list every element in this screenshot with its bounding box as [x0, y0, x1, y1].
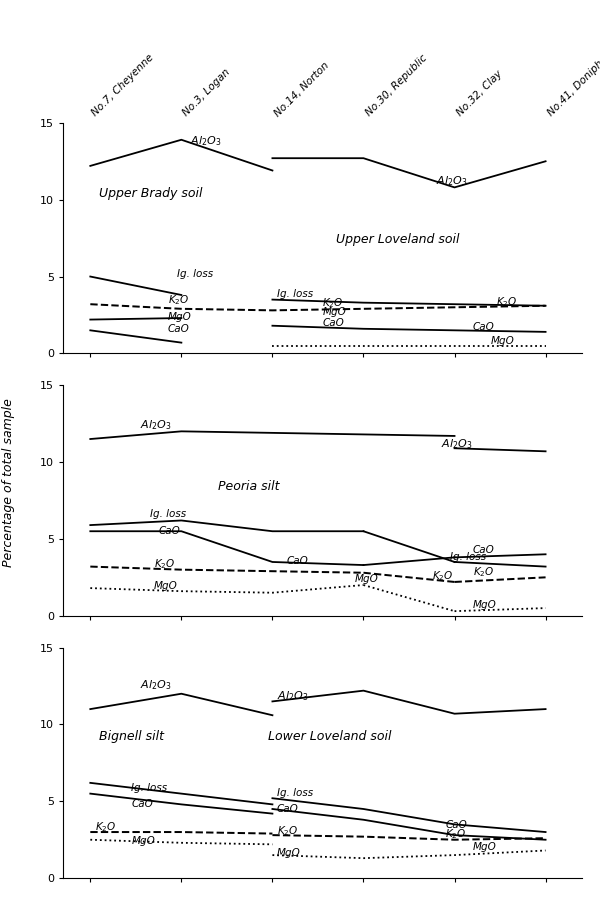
Text: Percentage of total sample: Percentage of total sample — [2, 398, 16, 567]
Text: CaO: CaO — [168, 324, 190, 334]
Text: MgO: MgO — [491, 336, 515, 346]
Text: No.3, Logan: No.3, Logan — [181, 67, 232, 118]
Text: $K_2O$: $K_2O$ — [323, 297, 344, 310]
Text: $Al_2O_3$: $Al_2O_3$ — [190, 135, 222, 148]
Text: $Al_2O_3$: $Al_2O_3$ — [277, 689, 308, 703]
Text: CaO: CaO — [473, 545, 494, 555]
Text: $K_2O$: $K_2O$ — [496, 295, 517, 308]
Text: $K_2O$: $K_2O$ — [445, 827, 467, 841]
Text: MgO: MgO — [473, 600, 496, 610]
Text: Upper Loveland soil: Upper Loveland soil — [336, 233, 460, 246]
Text: MgO: MgO — [473, 842, 496, 852]
Text: $K_2O$: $K_2O$ — [432, 570, 453, 583]
Text: $K_2O$: $K_2O$ — [95, 821, 116, 834]
Text: $Al_2O_3$: $Al_2O_3$ — [140, 678, 172, 693]
Text: $K_2O$: $K_2O$ — [168, 293, 189, 308]
Text: No.41, Doniphan: No.41, Doniphan — [545, 49, 600, 118]
Text: MgO: MgO — [168, 312, 191, 322]
Text: $K_2O$: $K_2O$ — [473, 565, 494, 579]
Text: Ig. loss: Ig. loss — [149, 509, 185, 519]
Text: $Al_2O_3$: $Al_2O_3$ — [436, 175, 468, 188]
Text: Ig. loss: Ig. loss — [177, 268, 213, 278]
Text: Lower Loveland soil: Lower Loveland soil — [268, 730, 391, 743]
Text: $K_2O$: $K_2O$ — [154, 557, 176, 571]
Text: MgO: MgO — [131, 835, 155, 845]
Text: CaO: CaO — [277, 804, 299, 814]
Text: MgO: MgO — [277, 848, 301, 858]
Text: $K_2O$: $K_2O$ — [277, 824, 298, 838]
Text: CaO: CaO — [158, 526, 181, 536]
Text: CaO: CaO — [131, 799, 153, 809]
Text: MgO: MgO — [154, 581, 178, 591]
Text: CaO: CaO — [473, 322, 494, 332]
Text: No.7, Cheyenne: No.7, Cheyenne — [91, 53, 156, 118]
Text: Bignell silt: Bignell silt — [100, 730, 164, 743]
Text: MgO: MgO — [323, 307, 346, 317]
Text: $Al_2O_3$: $Al_2O_3$ — [441, 437, 472, 450]
Text: Upper Brady soil: Upper Brady soil — [100, 187, 203, 199]
Text: No.30, Republic: No.30, Republic — [364, 53, 428, 118]
Text: Ig. loss: Ig. loss — [450, 552, 486, 562]
Text: Ig. loss: Ig. loss — [277, 289, 313, 299]
Text: No.14, Norton: No.14, Norton — [272, 60, 331, 118]
Text: Peoria silt: Peoria silt — [218, 480, 279, 492]
Text: Ig. loss: Ig. loss — [277, 788, 313, 798]
Text: Ig. loss: Ig. loss — [131, 783, 167, 793]
Text: MgO: MgO — [355, 574, 378, 584]
Text: CaO: CaO — [445, 820, 467, 830]
Text: CaO: CaO — [323, 318, 344, 329]
Text: CaO: CaO — [286, 556, 308, 566]
Text: No.32, Clay: No.32, Clay — [455, 69, 504, 118]
Text: $Al_2O_3$: $Al_2O_3$ — [140, 419, 172, 432]
